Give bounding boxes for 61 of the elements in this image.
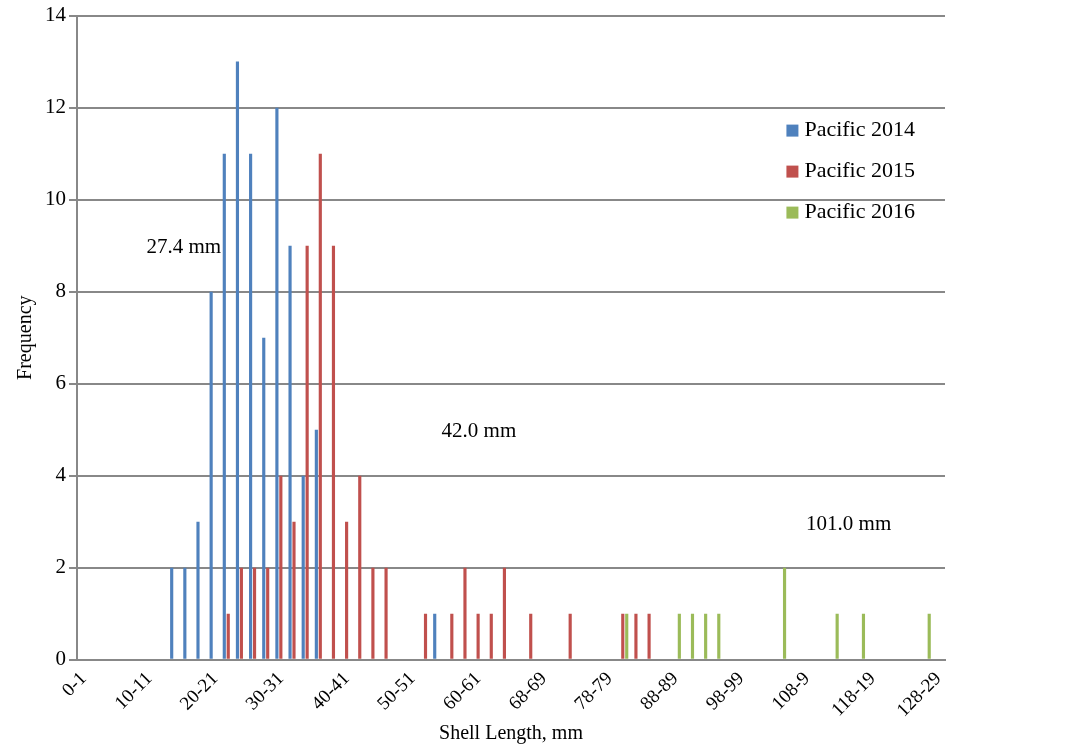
bar — [717, 613, 721, 659]
y-tick-label: 12 — [45, 94, 66, 119]
bar — [835, 613, 839, 659]
bar — [476, 613, 480, 659]
y-tick-label: 2 — [55, 554, 66, 579]
bar — [634, 613, 638, 659]
legend-label: Pacific 2016 — [804, 198, 916, 224]
y-tick-label: 10 — [45, 186, 66, 211]
y-tick-label: 6 — [55, 370, 66, 395]
bar — [529, 613, 533, 659]
bar — [690, 613, 695, 659]
y-tick-label: 4 — [55, 462, 67, 487]
y-axis-title: Frequency — [13, 295, 37, 380]
bar — [358, 475, 362, 659]
annotation: 27.4 mm — [146, 234, 222, 259]
bar — [704, 613, 708, 659]
bar — [301, 475, 305, 659]
bar — [249, 153, 253, 659]
bar — [861, 613, 866, 659]
bar — [252, 567, 257, 659]
bar — [782, 567, 787, 659]
bar — [279, 475, 283, 659]
bar — [318, 153, 322, 659]
bar — [266, 567, 270, 659]
bar — [647, 613, 651, 659]
legend-label: Pacific 2014 — [804, 116, 916, 142]
bar — [450, 613, 454, 659]
bar — [226, 613, 230, 659]
bar — [262, 337, 266, 659]
bar — [183, 567, 187, 659]
bar — [384, 567, 388, 659]
bar — [463, 567, 467, 659]
y-tick-label: 14 — [45, 2, 67, 27]
bar — [305, 245, 309, 659]
bar — [288, 245, 292, 659]
bar — [927, 613, 931, 659]
legend-label: Pacific 2015 — [804, 157, 916, 183]
bar — [677, 613, 681, 659]
bar — [371, 567, 375, 659]
bar — [345, 521, 349, 659]
bar — [502, 567, 506, 659]
bar — [568, 613, 572, 659]
bar — [239, 567, 243, 659]
annotation: 101.0 mm — [806, 511, 892, 536]
bar — [314, 429, 318, 659]
bar — [292, 521, 296, 659]
bar — [625, 613, 629, 659]
bar — [196, 521, 200, 659]
bar — [423, 613, 428, 659]
bar — [621, 613, 625, 659]
bar — [489, 613, 493, 659]
x-axis-title: Shell Length, mm — [439, 721, 584, 745]
bar — [222, 153, 226, 659]
y-tick-label: 8 — [55, 278, 66, 303]
bar — [433, 613, 437, 659]
bar — [331, 245, 336, 659]
bar — [235, 61, 240, 659]
annotation: 42.0 mm — [441, 417, 517, 442]
bar — [209, 291, 213, 659]
bar — [275, 107, 279, 659]
bar — [170, 567, 174, 659]
